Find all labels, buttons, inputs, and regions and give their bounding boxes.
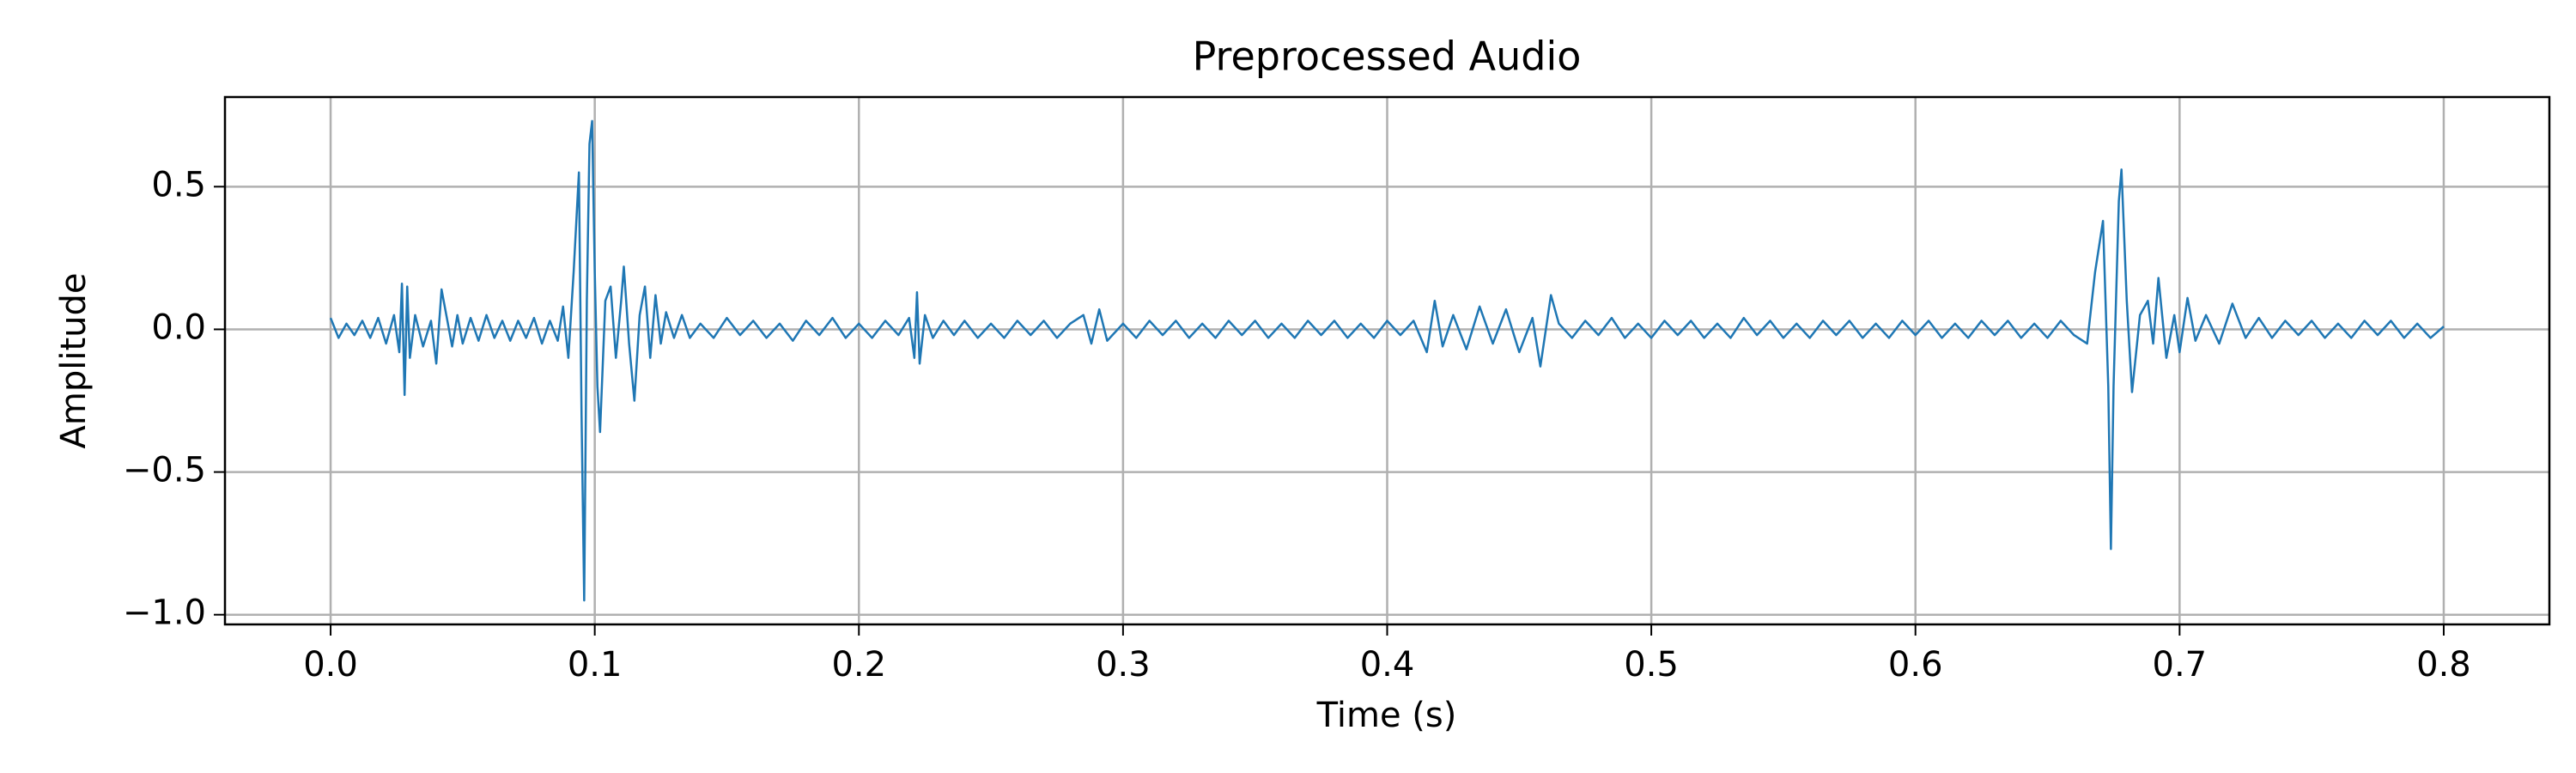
- x-tick-label: 0.5: [1624, 645, 1679, 685]
- x-tick-label: 0.6: [1888, 645, 1943, 685]
- x-tick-label: 0.0: [303, 645, 358, 685]
- waveform-line: [329, 119, 2445, 602]
- y-tick-label: −1.0: [123, 593, 206, 633]
- x-tick-label: 0.1: [568, 645, 623, 685]
- x-tick-label: 0.8: [2416, 645, 2471, 685]
- axes-frame: [223, 95, 2551, 626]
- y-tick-label: 0.5: [151, 165, 206, 204]
- x-axis-label: Time (s): [1316, 696, 1457, 735]
- y-tick-label: −0.5: [123, 451, 206, 490]
- x-tick-label: 0.2: [831, 645, 886, 685]
- x-tick-label: 0.4: [1360, 645, 1415, 685]
- y-axis-label: Amplitude: [54, 273, 94, 449]
- x-tick-label: 0.3: [1096, 645, 1151, 685]
- chart-title: Preprocessed Audio: [1193, 33, 1582, 80]
- y-tick-label: 0.0: [151, 307, 206, 347]
- x-tick-label: 0.7: [2153, 645, 2208, 685]
